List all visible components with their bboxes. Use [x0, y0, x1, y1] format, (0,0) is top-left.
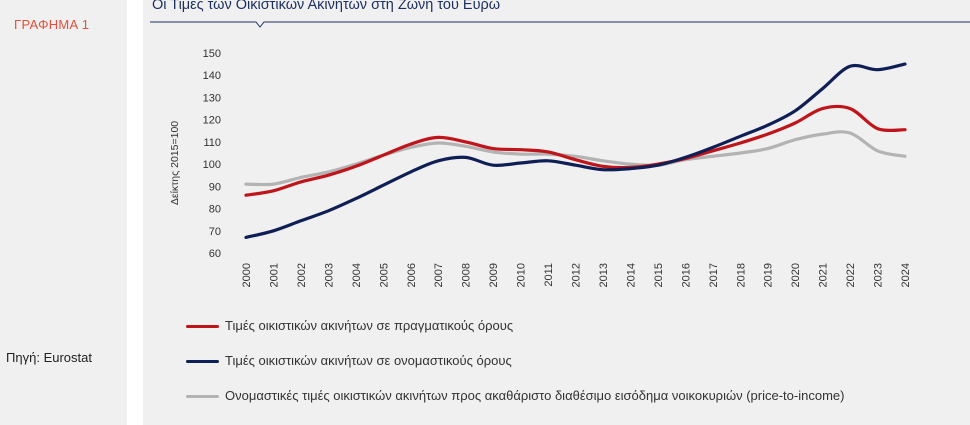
legend-swatch-price-to-income [186, 395, 219, 398]
y-tick-label: 80 [209, 204, 221, 216]
chart-panel [143, 0, 970, 425]
legend-swatch-nominal [186, 360, 219, 363]
y-tick-label: 70 [209, 226, 221, 238]
x-tick-label: 2019 [763, 263, 775, 287]
x-tick-label: 2004 [351, 263, 363, 287]
legend-swatch-real [186, 325, 219, 328]
y-tick-label: 140 [203, 70, 221, 82]
chart-title: Οι Τιμές των Οικιστικών Ακινήτων στη Ζών… [152, 0, 501, 13]
y-tick-label: 90 [209, 181, 221, 193]
x-tick-label: 2014 [625, 263, 637, 287]
legend-item-price-to-income: Ονομαστικές τιμές οικιστικών ακινήτων πρ… [186, 387, 926, 404]
x-tick-label: 2021 [818, 263, 830, 287]
series-lines [244, 62, 907, 239]
x-tick-label: 2023 [873, 263, 885, 287]
x-tick-label: 2017 [708, 263, 720, 287]
legend-label-price-to-income: Ονομαστικές τιμές οικιστικών ακινήτων πρ… [225, 388, 845, 403]
y-tick-label: 130 [203, 92, 221, 104]
x-tick-label: 2007 [433, 263, 445, 287]
y-tick-label: 100 [203, 159, 221, 171]
figure-label: ΓΡΑΦΗΜΑ 1 [14, 17, 90, 32]
x-tick-label: 2018 [735, 263, 747, 287]
x-tick-label: 2020 [790, 263, 802, 287]
x-tick-label: 2012 [571, 263, 583, 287]
y-tick-label: 120 [203, 115, 221, 127]
y-tick-label: 110 [203, 137, 221, 149]
x-tick-label: 2022 [845, 263, 857, 287]
x-tick-label: 2009 [488, 263, 500, 287]
x-tick-label: 2011 [543, 263, 555, 287]
left-panel: ΓΡΑΦΗΜΑ 1 Πηγή: Eurostat [0, 0, 127, 425]
title-rule-line [150, 21, 970, 28]
series-line-price-to-income [244, 130, 907, 187]
legend-label-real: Τιμές οικιστικών ακινήτων σε πραγματικού… [225, 318, 514, 333]
y-axis: 60 70 80 90 100 110 120 130 140 150 [203, 48, 221, 260]
y-tick-label: 150 [203, 48, 221, 60]
x-axis: 2000 2001 2002 2003 2004 2005 2006 2007 2008 2009… [241, 263, 912, 287]
x-tick-label: 2005 [378, 263, 390, 287]
legend-label-nominal: Τιμές οικιστικών ακινήτων σε ονομαστικού… [225, 353, 512, 368]
title-underline [150, 21, 970, 28]
series-line-real-prices [244, 104, 907, 197]
x-tick-label: 2010 [516, 263, 528, 287]
x-tick-label: 2003 [323, 263, 335, 287]
x-tick-label: 2013 [598, 263, 610, 287]
series-line-nominal-prices [244, 62, 907, 239]
x-tick-label: 2008 [461, 263, 473, 287]
y-axis-label: Δείκτης 2015=100 [169, 121, 181, 205]
x-tick-label: 2016 [680, 263, 692, 287]
y-tick-label: 60 [209, 248, 221, 260]
legend-item-real-prices: Τιμές οικιστικών ακινήτων σε πραγματικού… [186, 317, 926, 334]
legend-item-nominal-prices: Τιμές οικιστικών ακινήτων σε ονομαστικού… [186, 352, 926, 369]
x-tick-label: 2024 [900, 263, 912, 287]
source-note: Πηγή: Eurostat [6, 350, 92, 365]
x-tick-label: 2015 [653, 263, 665, 287]
x-tick-label: 2002 [296, 263, 308, 287]
x-tick-label: 2001 [268, 263, 280, 287]
x-tick-label: 2006 [406, 263, 418, 287]
x-tick-label: 2000 [241, 263, 253, 287]
